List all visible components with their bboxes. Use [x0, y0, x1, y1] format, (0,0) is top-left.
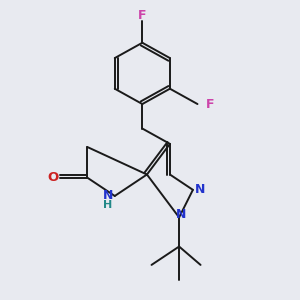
Text: N: N [195, 183, 206, 196]
Text: F: F [138, 9, 147, 22]
Text: N: N [176, 208, 186, 221]
Text: O: O [47, 171, 58, 184]
Text: H: H [103, 200, 112, 209]
Text: F: F [206, 98, 214, 110]
Text: N: N [103, 189, 113, 202]
